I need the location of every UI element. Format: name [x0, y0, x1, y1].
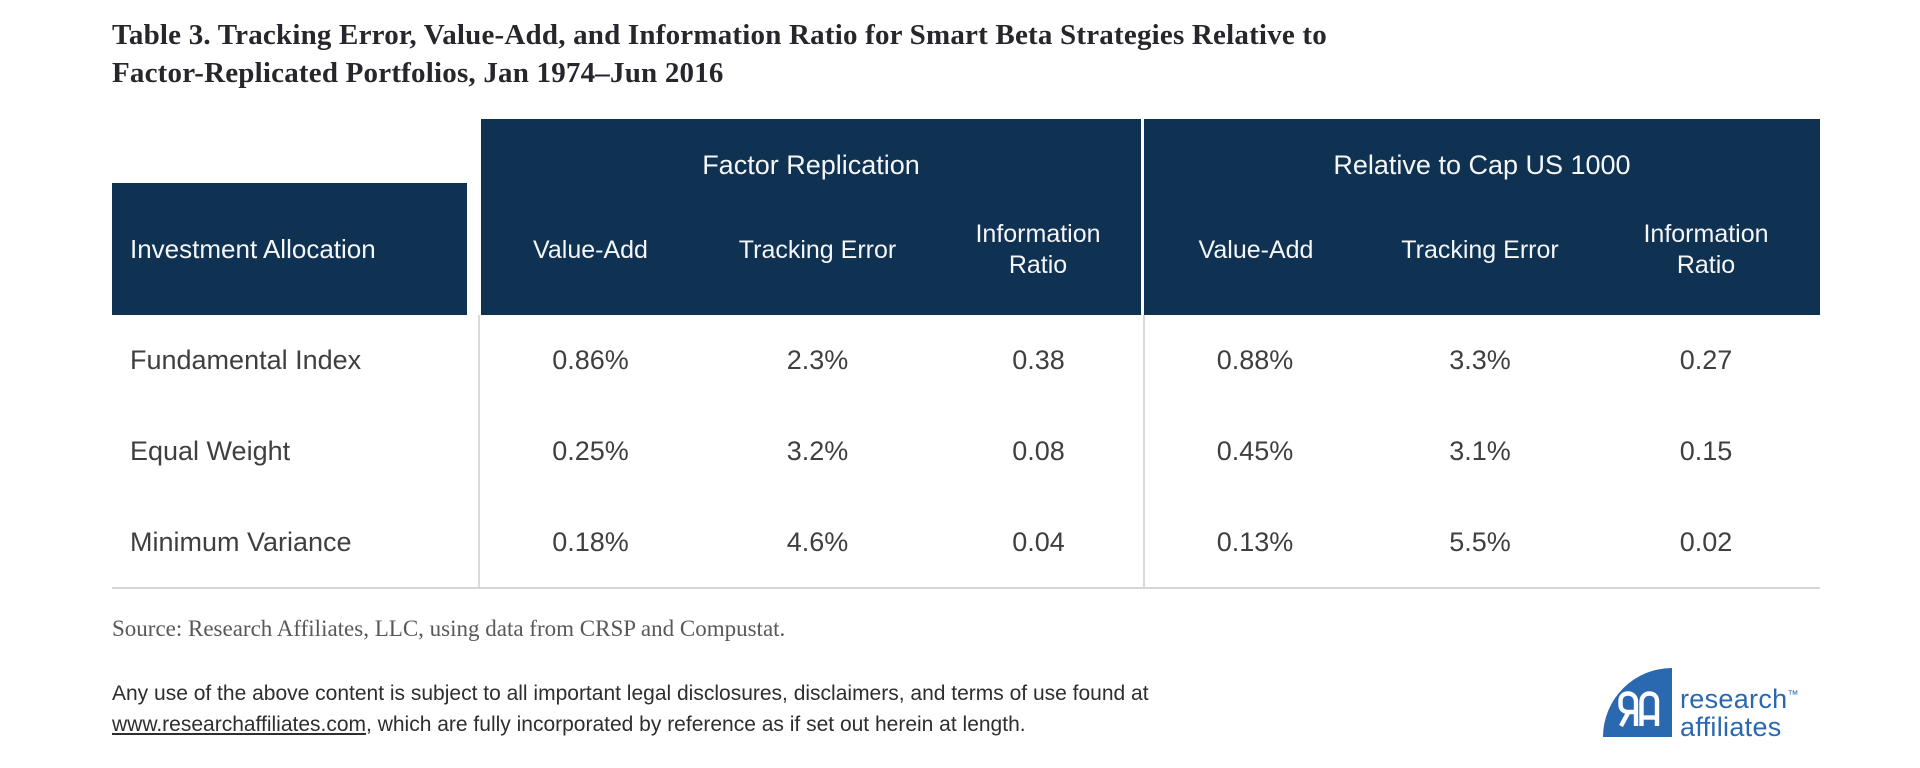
table-title-line1: Table 3. Tracking Error, Value-Add, and …: [112, 19, 1327, 51]
group-header-factor-replication: Factor Replication Value-Add Tracking Er…: [481, 119, 1141, 315]
cell-cap-value-add: 0.88%: [1216, 345, 1294, 375]
source-note: Source: Research Affiliates, LLC, using …: [112, 616, 786, 641]
subheader-row: Value-Add Tracking Error Information Rat…: [481, 211, 1141, 315]
cell-fr-information-ratio: 0.38: [1012, 345, 1065, 375]
cell-cap-information-ratio: 0.02: [1679, 527, 1733, 557]
group-header-relative-to-cap-us-1000: Relative to Cap US 1000 Value-Add Tracki…: [1144, 119, 1820, 315]
row-label: Fundamental Index: [130, 345, 362, 375]
cell-fr-value-add: 0.25%: [552, 436, 629, 466]
table-bottom-rule: [112, 587, 1820, 589]
ra-logo-mark-icon: [1603, 668, 1672, 737]
group-divider: [1143, 315, 1145, 588]
cell-cap-information-ratio: 0.27: [1679, 345, 1733, 375]
disclaimer-line2-rest: , which are fully incorporated by refere…: [366, 713, 1026, 736]
cell-cap-value-add: 0.45%: [1216, 436, 1294, 466]
cell-fr-tracking-error: 2.3%: [786, 345, 849, 375]
cell-cap-value-add: 0.13%: [1216, 527, 1294, 557]
cell-fr-value-add: 0.18%: [552, 527, 629, 557]
table-title: Table 3. Tracking Error, Value-Add, and …: [112, 16, 1472, 92]
trademark-symbol: ™: [1787, 689, 1799, 701]
subheader-row: Value-Add Tracking Error Information Rat…: [1144, 211, 1820, 315]
cell-fr-tracking-error: 4.6%: [786, 527, 849, 557]
cell-cap-tracking-error: 5.5%: [1449, 527, 1511, 557]
disclaimer-line2: www.researchaffiliates.com, which are fu…: [112, 709, 1212, 740]
logo-line2: affiliates: [1680, 712, 1782, 742]
subheader-information-ratio: Information Ratio: [975, 220, 1101, 279]
investment-allocation-label: Investment Allocation: [130, 233, 376, 264]
legal-disclaimer: Any use of the above content is subject …: [112, 678, 1212, 740]
cell-cap-tracking-error: 3.1%: [1449, 436, 1511, 466]
row-label: Minimum Variance: [130, 527, 352, 557]
column-divider: [478, 315, 480, 588]
ra-monogram-icon: [1618, 691, 1660, 727]
cell-fr-information-ratio: 0.04: [1012, 527, 1065, 557]
cell-cap-information-ratio: 0.15: [1679, 436, 1733, 466]
subheader-value-add: Value-Add: [1198, 235, 1314, 264]
logo-line1: research™: [1680, 684, 1799, 714]
group-title: Relative to Cap US 1000: [1333, 149, 1631, 180]
logo-wordmark: research™ affiliates: [1680, 668, 1798, 741]
subheader-information-ratio: Information Ratio: [1643, 220, 1769, 279]
subheader-value-add: Value-Add: [533, 235, 648, 264]
table-title-line2: Factor-Replicated Portfolios, Jan 1974–J…: [112, 57, 724, 89]
group-title: Factor Replication: [702, 149, 920, 180]
disclaimer-line1: Any use of the above content is subject …: [112, 682, 1149, 705]
cell-fr-tracking-error: 3.2%: [786, 436, 849, 466]
column-header-investment-allocation: Investment Allocation: [112, 183, 467, 315]
researchaffiliates-link[interactable]: www.researchaffiliates.com: [112, 713, 367, 736]
subheader-tracking-error: Tracking Error: [738, 235, 897, 264]
subheader-tracking-error: Tracking Error: [1401, 235, 1559, 264]
research-affiliates-logo: research™ affiliates: [1603, 668, 1798, 741]
cell-cap-tracking-error: 3.3%: [1449, 345, 1511, 375]
cell-fr-value-add: 0.86%: [552, 345, 629, 375]
row-label: Equal Weight: [130, 436, 291, 466]
cell-fr-information-ratio: 0.08: [1012, 436, 1065, 466]
table-body: Fundamental Index 0.86% 2.3% 0.38 0.88% …: [112, 315, 1820, 588]
